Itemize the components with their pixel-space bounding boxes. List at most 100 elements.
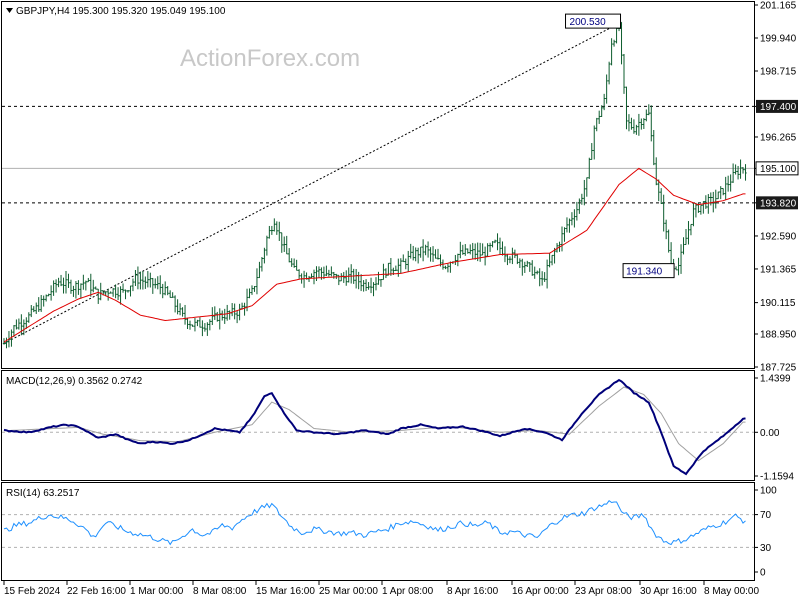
price-bar: [570, 212, 574, 226]
price-bar: [136, 266, 140, 290]
price-bar: [307, 275, 311, 282]
price-bar: [575, 201, 579, 221]
price-bar: [483, 246, 487, 266]
price-bar: [280, 232, 283, 253]
price-bar: [583, 179, 586, 206]
x-axis-label: 22 Feb 16:00: [67, 586, 126, 597]
price-bar: [466, 248, 469, 254]
price-bar: [248, 288, 251, 299]
price-bar: [429, 247, 432, 262]
price-bar: [79, 283, 83, 299]
price-bar: [412, 245, 415, 261]
price-bar: [498, 237, 502, 255]
price-bar: [726, 175, 730, 192]
price-bar: [315, 266, 318, 282]
price-bar: [198, 317, 202, 328]
price-bar: [588, 157, 591, 179]
macd-axis: 1.4399 0.00 -1.1594: [754, 374, 794, 483]
x-axis-label: 23 Apr 08:00: [575, 586, 632, 597]
price-axis-label: 201.165: [760, 1, 797, 12]
price-bar: [235, 310, 239, 324]
price-bar: [369, 277, 373, 294]
price-bar: [736, 165, 740, 180]
price-bar: [722, 187, 725, 196]
price-bar: [302, 270, 306, 288]
price-bar: [218, 308, 221, 330]
price-bar: [181, 307, 184, 317]
price-bar: [121, 283, 125, 293]
price-bar: [384, 268, 388, 279]
price-bar: [506, 253, 509, 266]
x-axis-label: 8 Mar 08:00: [193, 586, 247, 597]
price-bar: [469, 244, 472, 255]
price-bar: [563, 227, 566, 242]
price-bar: [310, 273, 313, 279]
price-bar: [409, 243, 412, 259]
price-bar: [667, 229, 670, 253]
macd-panel-frame: [1, 370, 755, 481]
price-bar: [488, 242, 492, 252]
price-bar: [57, 277, 60, 288]
price-bar: [379, 279, 383, 287]
price-bar: [213, 306, 216, 320]
x-axis-label: 30 Apr 16:00: [640, 586, 697, 597]
price-bar: [538, 268, 541, 287]
price-bar: [30, 305, 33, 318]
price-bar: [260, 257, 264, 272]
price-bar: [367, 282, 370, 290]
price-bar: [709, 192, 712, 206]
price-bar: [126, 290, 130, 293]
price-bar: [744, 164, 747, 181]
price-bar: [2, 338, 6, 345]
price-bar: [154, 278, 157, 289]
price-bar: [637, 113, 641, 136]
price-bar: [471, 242, 474, 259]
price-bar: [332, 271, 336, 279]
price-bar: [650, 105, 653, 142]
price-bar: [610, 38, 613, 66]
price-bar: [478, 242, 482, 262]
price-bar: [496, 233, 499, 251]
macd-axis-label: 1.4399: [760, 374, 791, 385]
price-bar: [54, 279, 58, 293]
moving-average-line: [3, 167, 746, 343]
price-bar: [216, 311, 219, 322]
price-bar: [228, 310, 231, 320]
price-bar: [196, 319, 199, 327]
price-bar: [250, 285, 254, 295]
price-bar: [186, 317, 189, 330]
price-bar: [258, 261, 261, 279]
price-bar: [64, 271, 68, 294]
price-bar: [97, 288, 100, 304]
price-bar: [674, 266, 678, 271]
price-bar: [292, 258, 296, 268]
price-bar: [464, 244, 467, 256]
price-bar: [625, 86, 628, 130]
price-bar: [22, 319, 26, 336]
price-bar: [523, 261, 526, 273]
price-bar: [486, 243, 489, 257]
price-bar: [434, 249, 437, 259]
price-bar: [129, 285, 132, 297]
x-axis-label: 8 Apr 16:00: [447, 586, 499, 597]
price-axis-label: 188.950: [760, 330, 797, 341]
price-bar: [647, 104, 650, 116]
price-bar: [25, 317, 28, 329]
price-bar: [44, 294, 48, 302]
price-bar: [679, 244, 683, 274]
price-bar: [12, 325, 16, 337]
x-axis-label: 1 Apr 08:00: [382, 586, 434, 597]
price-bar: [593, 125, 596, 160]
price-bar: [290, 258, 293, 267]
price-bar: [168, 290, 172, 298]
price-bar: [243, 302, 246, 316]
price-bar: [493, 239, 497, 244]
price-bar: [285, 235, 288, 255]
price-bar: [402, 254, 405, 263]
price-bar: [173, 295, 177, 313]
price-bar: [119, 286, 122, 305]
price-bar: [590, 143, 593, 160]
price-bar: [52, 280, 55, 296]
price-bar: [32, 306, 35, 313]
price-bar: [106, 289, 110, 301]
